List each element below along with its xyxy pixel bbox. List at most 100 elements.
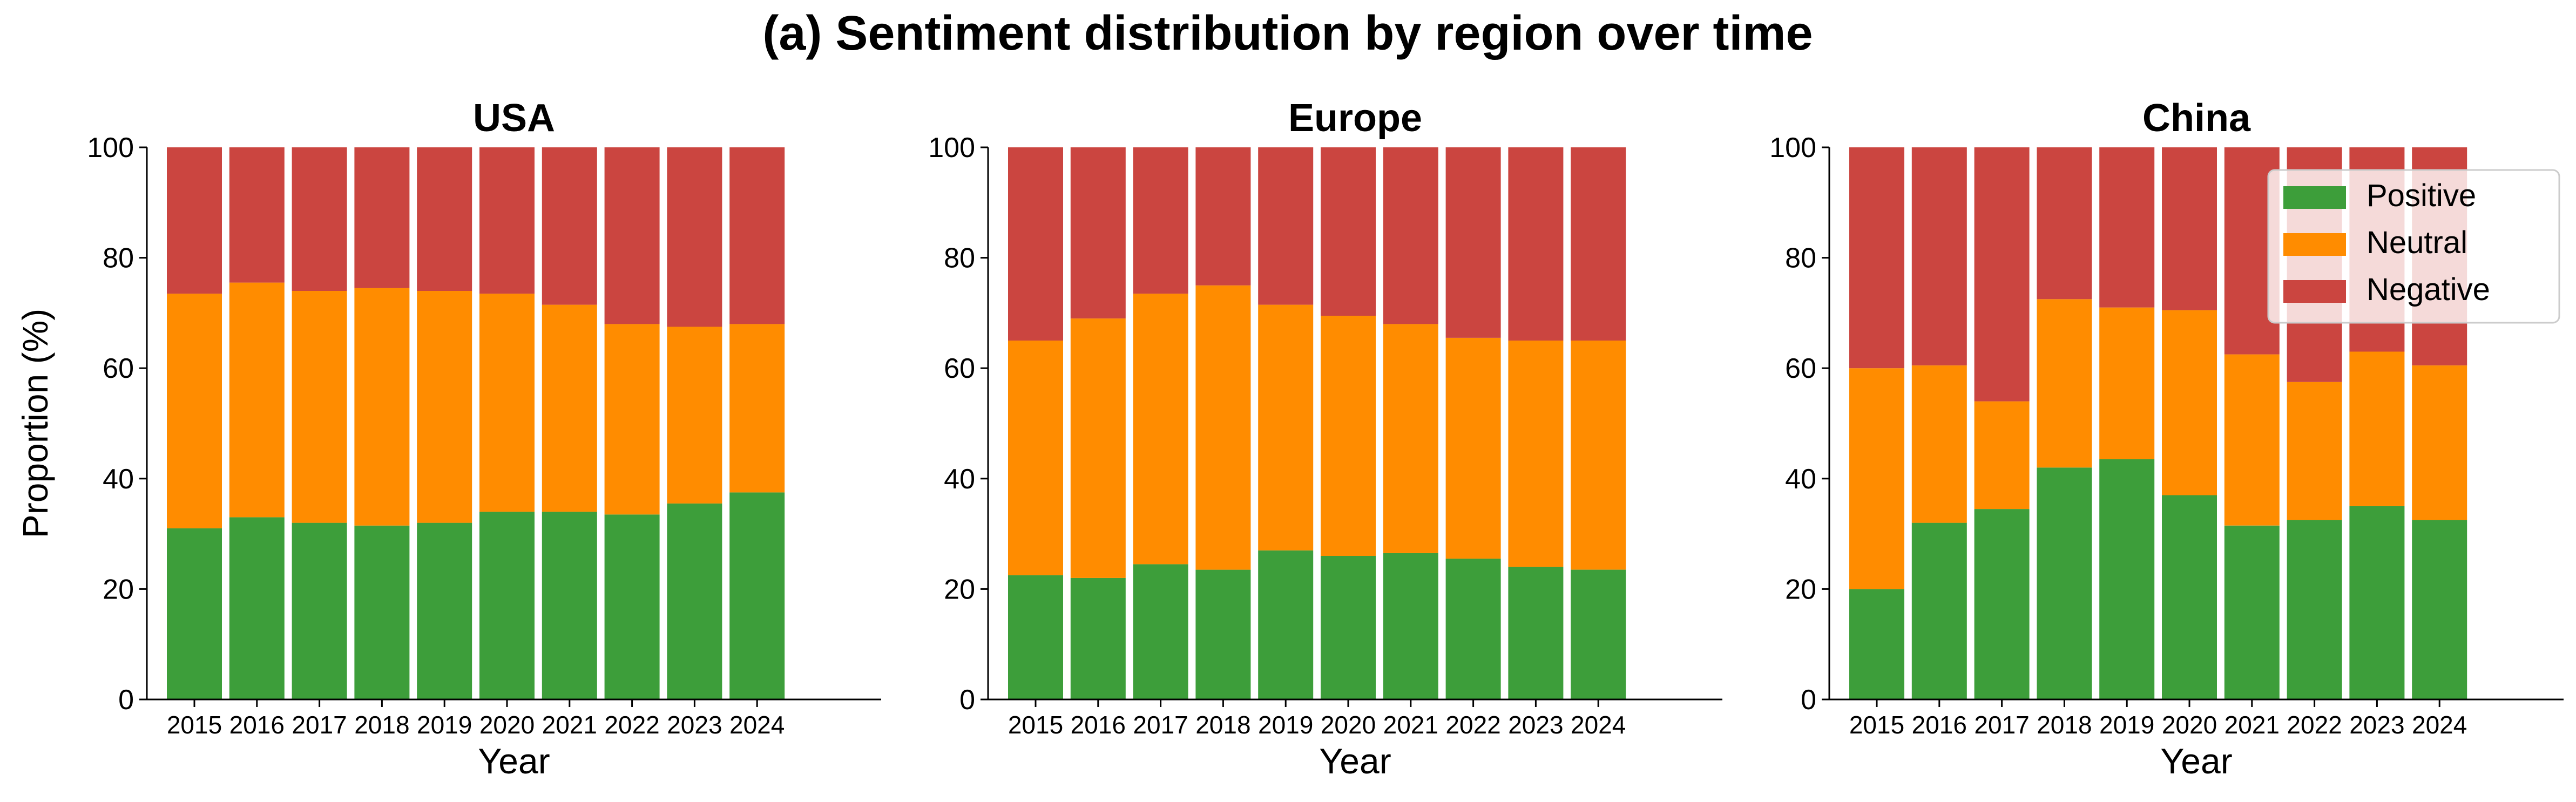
bar-usa-positive-2021	[542, 512, 597, 699]
bar-china-neutral-2018	[2037, 299, 2092, 468]
x-tick-label-europe-2023: 2023	[1508, 711, 1563, 739]
x-tick-label-china-2015: 2015	[1849, 711, 1904, 739]
bar-china-positive-2018	[2037, 467, 2092, 699]
legend: Positive Neutral Negative	[2267, 169, 2560, 324]
bar-usa-negative-2016	[229, 147, 285, 283]
bar-china-neutral-2017	[1974, 401, 2030, 509]
x-tick-label-usa-2022: 2022	[604, 711, 659, 739]
bar-usa-positive-2017	[292, 522, 347, 699]
bar-usa-negative-2019	[417, 147, 472, 291]
x-tick-label-china-2016: 2016	[1912, 711, 1967, 739]
x-tick-label-usa-2015: 2015	[167, 711, 222, 739]
bar-usa-positive-2016	[229, 517, 285, 699]
y-tick-label-china-80: 80	[1785, 243, 1816, 274]
x-tick-label-usa-2019: 2019	[417, 711, 472, 739]
bar-china-negative-2016	[1911, 147, 1967, 366]
x-tick-label-usa-2017: 2017	[292, 711, 347, 739]
bar-usa-neutral-2015	[167, 294, 222, 528]
x-tick-label-china-2020: 2020	[2162, 711, 2217, 739]
bar-china-neutral-2015	[1849, 368, 1904, 589]
y-tick-label-europe-40: 40	[944, 464, 975, 495]
bar-usa-negative-2023	[667, 147, 722, 327]
bar-china-positive-2016	[1911, 522, 1967, 699]
bar-europe-neutral-2020	[1321, 316, 1376, 556]
bar-europe-neutral-2021	[1383, 324, 1438, 553]
bar-china-neutral-2023	[2349, 351, 2405, 506]
x-axis-label-usa: Year	[478, 741, 550, 781]
bar-europe-neutral-2019	[1258, 304, 1314, 550]
bar-europe-positive-2015	[1008, 575, 1063, 699]
y-tick-label-usa-40: 40	[103, 464, 134, 495]
x-tick-label-usa-2021: 2021	[542, 711, 597, 739]
y-tick-label-china-100: 100	[1769, 132, 1816, 164]
bar-usa-negative-2018	[354, 147, 410, 288]
x-tick-label-europe-2024: 2024	[1571, 711, 1626, 739]
x-tick-label-europe-2022: 2022	[1445, 711, 1500, 739]
bar-europe-negative-2023	[1508, 147, 1564, 341]
bar-usa-neutral-2024	[729, 324, 785, 493]
bar-europe-positive-2021	[1383, 553, 1438, 699]
y-axis-label-usa: Proportion (%)	[15, 309, 55, 539]
bar-europe-negative-2019	[1258, 147, 1314, 305]
bar-europe-negative-2021	[1383, 147, 1438, 324]
bar-europe-positive-2019	[1258, 550, 1314, 699]
x-tick-label-europe-2021: 2021	[1383, 711, 1438, 739]
bar-europe-positive-2023	[1508, 567, 1564, 699]
bar-usa-neutral-2016	[229, 282, 285, 518]
figure-title: (a) Sentiment distribution by region ove…	[762, 6, 1813, 60]
legend-label-negative: Negative	[2367, 272, 2490, 307]
bar-europe-positive-2024	[1571, 569, 1626, 699]
bar-usa-positive-2023	[667, 503, 722, 699]
bar-europe-neutral-2018	[1195, 285, 1251, 570]
x-tick-label-china-2017: 2017	[1974, 711, 2029, 739]
bar-usa-negative-2015	[167, 147, 222, 294]
legend-label-neutral: Neutral	[2367, 225, 2467, 260]
legend-label-positive: Positive	[2367, 178, 2476, 213]
panel-usa: 0 20 40 60 80 100 2015 2016 2017 2018 2019 2020 2021…	[15, 97, 881, 781]
bar-usa-positive-2022	[604, 514, 660, 699]
bar-europe-positive-2016	[1070, 577, 1126, 699]
bar-china-negative-2017	[1974, 147, 2030, 402]
panel-title-europe: Europe	[1288, 97, 1422, 140]
y-tick-label-china-60: 60	[1785, 353, 1816, 384]
bar-usa-positive-2018	[354, 525, 410, 699]
x-tick-label-china-2024: 2024	[2412, 711, 2467, 739]
y-tick-label-europe-20: 20	[944, 574, 975, 605]
y-tick-label-china-40: 40	[1785, 464, 1816, 495]
bar-china-neutral-2022	[2287, 382, 2342, 520]
x-tick-label-usa-2020: 2020	[479, 711, 535, 739]
bar-usa-positive-2020	[479, 512, 535, 699]
legend-swatch-negative	[2283, 280, 2346, 303]
y-tick-label-europe-0: 0	[959, 684, 975, 716]
bar-europe-negative-2018	[1195, 147, 1251, 286]
bar-usa-neutral-2017	[292, 291, 347, 523]
bar-china-neutral-2021	[2224, 354, 2280, 526]
y-tick-label-usa-60: 60	[103, 353, 134, 384]
legend-swatch-neutral	[2283, 233, 2346, 256]
bar-usa-neutral-2021	[542, 304, 597, 512]
bar-china-positive-2023	[2349, 506, 2405, 699]
y-tick-label-china-0: 0	[1801, 684, 1816, 716]
x-tick-label-china-2021: 2021	[2225, 711, 2280, 739]
bar-europe-positive-2017	[1133, 564, 1188, 699]
y-tick-label-usa-80: 80	[103, 243, 134, 274]
y-tick-label-usa-100: 100	[87, 132, 134, 164]
bar-china-neutral-2020	[2162, 310, 2217, 495]
bar-china-negative-2015	[1849, 147, 1904, 369]
bar-europe-negative-2020	[1321, 147, 1376, 316]
bar-china-positive-2024	[2412, 520, 2467, 699]
bar-china-negative-2020	[2162, 147, 2217, 310]
bar-china-neutral-2016	[1911, 365, 1967, 523]
bar-usa-positive-2015	[167, 528, 222, 699]
bar-europe-neutral-2015	[1008, 341, 1063, 575]
bar-china-positive-2022	[2287, 520, 2342, 699]
bar-europe-neutral-2023	[1508, 341, 1564, 567]
bar-usa-negative-2020	[479, 147, 535, 294]
x-tick-label-europe-2015: 2015	[1008, 711, 1063, 739]
bar-usa-neutral-2018	[354, 288, 410, 526]
y-tick-label-china-20: 20	[1785, 574, 1816, 605]
bar-china-negative-2019	[2099, 147, 2155, 308]
y-tick-label-europe-100: 100	[928, 132, 975, 164]
